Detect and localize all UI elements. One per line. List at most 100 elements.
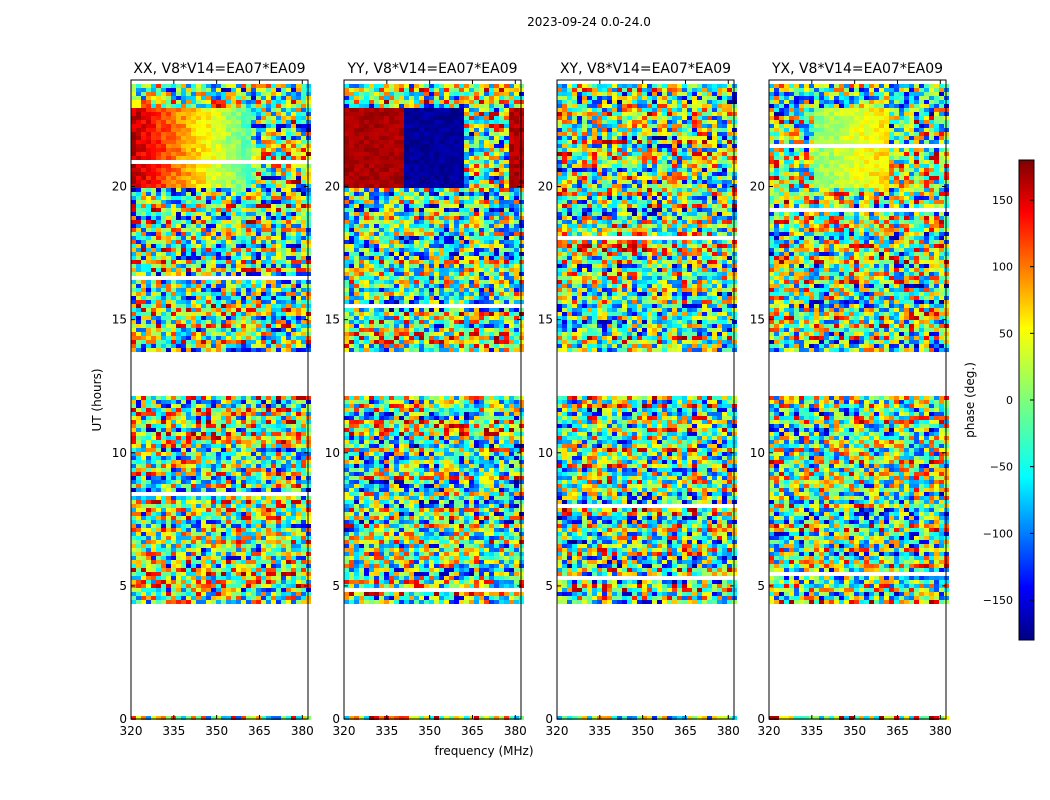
heatmap-cell [399, 164, 404, 168]
heatmap-cell [161, 256, 166, 260]
heatmap-cell [246, 88, 251, 92]
heatmap-cell [514, 112, 519, 116]
heatmap-cell [181, 260, 186, 264]
heatmap-cell [211, 236, 216, 240]
heatmap-cell [344, 108, 349, 112]
heatmap-cell [171, 92, 176, 96]
heatmap-cell [364, 124, 369, 128]
heatmap-cell [146, 548, 151, 552]
heatmap-cell [146, 228, 151, 232]
heatmap-cell [241, 244, 246, 248]
heatmap-cell [176, 504, 181, 508]
heatmap-cell [201, 132, 206, 136]
heatmap-cell [231, 452, 236, 456]
heatmap-cell [221, 472, 226, 476]
heatmap-cell [281, 216, 286, 220]
heatmap-cell [484, 164, 489, 168]
heatmap-cell [161, 484, 166, 488]
heatmap-cell [181, 416, 186, 420]
heatmap-cell [216, 104, 221, 108]
heatmap-cell [369, 120, 374, 124]
heatmap-cell [241, 584, 246, 588]
heatmap-cell [211, 480, 216, 484]
heatmap-cell [231, 216, 236, 220]
heatmap-cell [256, 576, 261, 580]
heatmap-cell [211, 508, 216, 512]
heatmap-cell [161, 304, 166, 308]
heatmap-cell [439, 160, 444, 164]
heatmap-cell [389, 152, 394, 156]
heatmap-cell [216, 96, 221, 100]
heatmap-cell [131, 472, 136, 476]
heatmap-cell [241, 192, 246, 196]
heatmap-cell [206, 572, 211, 576]
heatmap-cell [146, 420, 151, 424]
heatmap-cell [141, 580, 146, 584]
heatmap-cell [166, 232, 171, 236]
heatmap-cell [186, 500, 191, 504]
heatmap-cell [176, 548, 181, 552]
heatmap-cell [201, 596, 206, 600]
heatmap-cell [271, 412, 276, 416]
heatmap-cell [276, 232, 281, 236]
heatmap-cell [291, 188, 296, 192]
heatmap-cell [161, 128, 166, 132]
heatmap-cell [301, 204, 306, 208]
heatmap-cell [276, 516, 281, 520]
heatmap-cell [271, 396, 276, 400]
heatmap-cell [256, 328, 261, 332]
heatmap-cell [181, 144, 186, 148]
heatmap-cell [344, 152, 349, 156]
heatmap-cell [429, 124, 434, 128]
heatmap-cell [226, 120, 231, 124]
heatmap-cell [181, 244, 186, 248]
heatmap-cell [161, 596, 166, 600]
heatmap-cell [296, 536, 301, 540]
heatmap-cell [156, 532, 161, 536]
heatmap-cell [221, 508, 226, 512]
heatmap-cell [494, 148, 499, 152]
heatmap-cell [301, 196, 306, 200]
heatmap-cell [151, 244, 156, 248]
heatmap-cell [196, 448, 201, 452]
heatmap-cell [266, 572, 271, 576]
heatmap-cell [146, 460, 151, 464]
heatmap-cell [484, 108, 489, 112]
heatmap-cell [246, 156, 251, 160]
heatmap-cell [211, 592, 216, 596]
heatmap-cell [226, 112, 231, 116]
heatmap-cell [281, 260, 286, 264]
heatmap-cell [276, 92, 281, 96]
heatmap-cell [211, 544, 216, 548]
heatmap-cell [296, 208, 301, 212]
heatmap-cell [216, 460, 221, 464]
heatmap-cell [256, 140, 261, 144]
heatmap-cell [241, 328, 246, 332]
heatmap-cell [369, 108, 374, 112]
heatmap-cell [226, 584, 231, 588]
heatmap-cell [211, 116, 216, 120]
heatmap-cell [131, 244, 136, 248]
heatmap-cell [206, 108, 211, 112]
heatmap-cell [389, 108, 394, 112]
heatmap-cell [141, 572, 146, 576]
heatmap-cell [479, 160, 484, 164]
heatmap-cell [464, 156, 469, 160]
heatmap-cell [146, 124, 151, 128]
heatmap-cell [409, 140, 414, 144]
heatmap-cell [156, 448, 161, 452]
heatmap-cell [251, 400, 256, 404]
heatmap-cell [251, 544, 256, 548]
heatmap-cell [196, 540, 201, 544]
heatmap-cell [286, 576, 291, 580]
heatmap-cell [236, 432, 241, 436]
heatmap-cell [286, 120, 291, 124]
heatmap-cell [251, 184, 256, 188]
heatmap-cell [151, 552, 156, 556]
heatmap-cell [246, 204, 251, 208]
heatmap-cell [369, 160, 374, 164]
heatmap-cell [266, 424, 271, 428]
heatmap-cell [241, 556, 246, 560]
heatmap-cell [171, 260, 176, 264]
heatmap-cell [191, 112, 196, 116]
